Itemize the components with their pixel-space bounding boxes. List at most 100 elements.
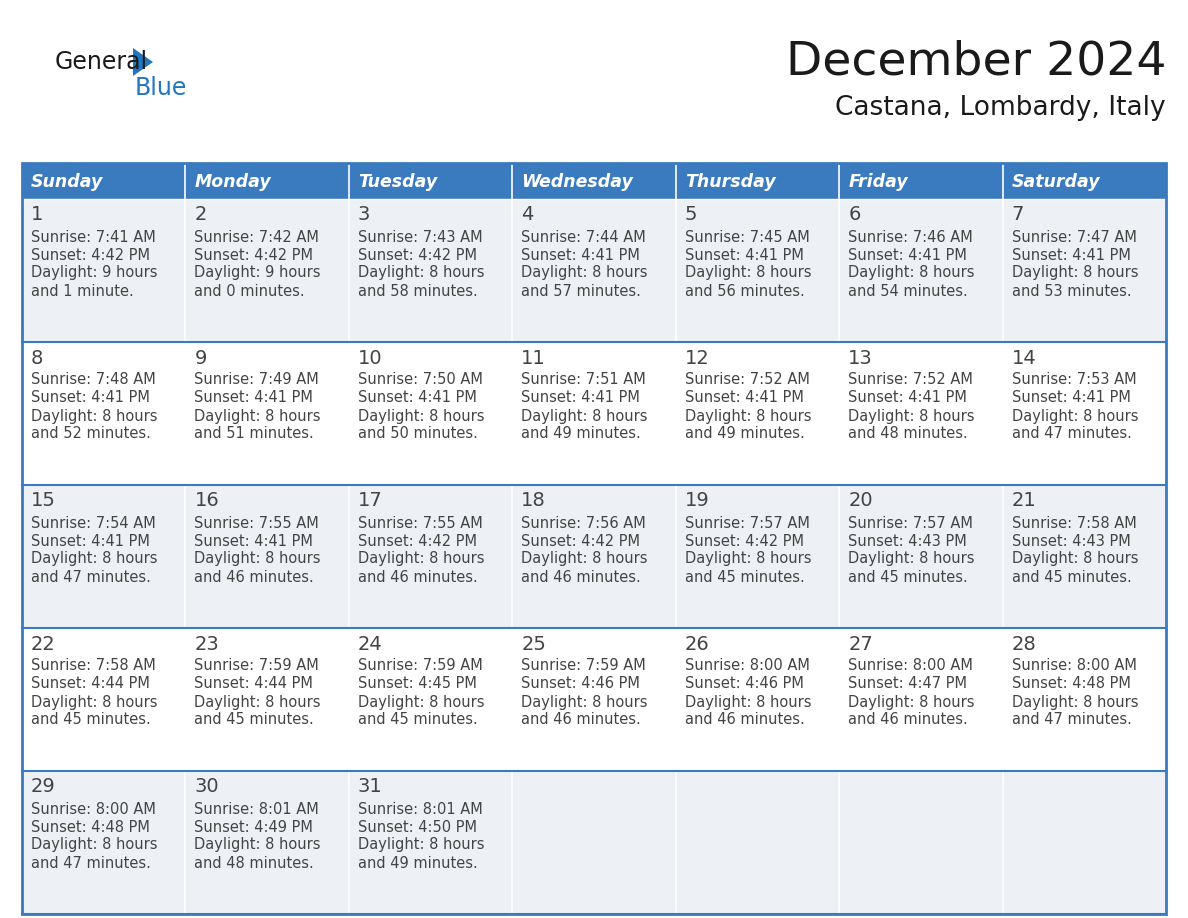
Text: and 45 minutes.: and 45 minutes. bbox=[195, 712, 314, 727]
Text: Sunset: 4:43 PM: Sunset: 4:43 PM bbox=[1011, 533, 1130, 548]
Text: 13: 13 bbox=[848, 349, 873, 367]
Text: Sunrise: 7:59 AM: Sunrise: 7:59 AM bbox=[358, 658, 482, 674]
Text: Daylight: 9 hours: Daylight: 9 hours bbox=[31, 265, 158, 281]
Text: and 45 minutes.: and 45 minutes. bbox=[1011, 569, 1131, 585]
Text: 18: 18 bbox=[522, 491, 546, 510]
Text: Saturday: Saturday bbox=[1011, 173, 1100, 191]
Text: Sunrise: 8:00 AM: Sunrise: 8:00 AM bbox=[684, 658, 809, 674]
Text: Sunset: 4:42 PM: Sunset: 4:42 PM bbox=[358, 248, 476, 263]
Text: Sunset: 4:41 PM: Sunset: 4:41 PM bbox=[848, 248, 967, 263]
Text: and 58 minutes.: and 58 minutes. bbox=[358, 284, 478, 298]
Bar bbox=[349, 163, 512, 199]
Bar bbox=[185, 199, 349, 342]
Bar bbox=[676, 628, 839, 771]
Text: Sunset: 4:42 PM: Sunset: 4:42 PM bbox=[195, 248, 314, 263]
Polygon shape bbox=[133, 48, 153, 76]
Text: Sunset: 4:44 PM: Sunset: 4:44 PM bbox=[195, 677, 314, 691]
Text: Sunset: 4:48 PM: Sunset: 4:48 PM bbox=[1011, 677, 1131, 691]
Bar bbox=[676, 199, 839, 342]
Text: Friday: Friday bbox=[848, 173, 908, 191]
Text: Daylight: 8 hours: Daylight: 8 hours bbox=[848, 695, 974, 710]
Text: Daylight: 8 hours: Daylight: 8 hours bbox=[31, 409, 158, 423]
Text: 14: 14 bbox=[1011, 349, 1036, 367]
Text: 24: 24 bbox=[358, 634, 383, 654]
Text: Daylight: 8 hours: Daylight: 8 hours bbox=[522, 265, 647, 281]
Text: and 53 minutes.: and 53 minutes. bbox=[1011, 284, 1131, 298]
Text: Daylight: 8 hours: Daylight: 8 hours bbox=[195, 695, 321, 710]
Text: and 56 minutes.: and 56 minutes. bbox=[684, 284, 804, 298]
Bar bbox=[185, 163, 349, 199]
Text: Sunrise: 7:44 AM: Sunrise: 7:44 AM bbox=[522, 230, 646, 244]
Bar bbox=[512, 342, 676, 485]
Text: Sunrise: 7:57 AM: Sunrise: 7:57 AM bbox=[684, 516, 809, 531]
Text: Daylight: 8 hours: Daylight: 8 hours bbox=[848, 409, 974, 423]
Text: Sunset: 4:44 PM: Sunset: 4:44 PM bbox=[31, 677, 150, 691]
Text: Sunrise: 7:58 AM: Sunrise: 7:58 AM bbox=[1011, 516, 1136, 531]
Text: Sunrise: 8:00 AM: Sunrise: 8:00 AM bbox=[1011, 658, 1137, 674]
Text: Sunset: 4:41 PM: Sunset: 4:41 PM bbox=[848, 390, 967, 406]
Text: 7: 7 bbox=[1011, 206, 1024, 225]
Bar bbox=[676, 163, 839, 199]
Text: 12: 12 bbox=[684, 349, 709, 367]
Text: Sunset: 4:41 PM: Sunset: 4:41 PM bbox=[522, 248, 640, 263]
Text: Sunrise: 7:58 AM: Sunrise: 7:58 AM bbox=[31, 658, 156, 674]
Text: Sunset: 4:41 PM: Sunset: 4:41 PM bbox=[195, 390, 314, 406]
Text: Sunrise: 7:47 AM: Sunrise: 7:47 AM bbox=[1011, 230, 1137, 244]
Text: Daylight: 8 hours: Daylight: 8 hours bbox=[1011, 265, 1138, 281]
Bar bbox=[23, 163, 185, 199]
Bar bbox=[676, 342, 839, 485]
Text: Daylight: 8 hours: Daylight: 8 hours bbox=[522, 409, 647, 423]
Text: Daylight: 8 hours: Daylight: 8 hours bbox=[522, 552, 647, 566]
Text: Sunrise: 7:49 AM: Sunrise: 7:49 AM bbox=[195, 373, 320, 387]
Text: and 49 minutes.: and 49 minutes. bbox=[522, 427, 642, 442]
Text: and 52 minutes.: and 52 minutes. bbox=[31, 427, 151, 442]
Text: 8: 8 bbox=[31, 349, 44, 367]
Text: Sunrise: 7:43 AM: Sunrise: 7:43 AM bbox=[358, 230, 482, 244]
Text: and 45 minutes.: and 45 minutes. bbox=[358, 712, 478, 727]
Text: 27: 27 bbox=[848, 634, 873, 654]
Text: Sunset: 4:45 PM: Sunset: 4:45 PM bbox=[358, 677, 476, 691]
Text: and 51 minutes.: and 51 minutes. bbox=[195, 427, 314, 442]
Text: 6: 6 bbox=[848, 206, 860, 225]
Text: and 45 minutes.: and 45 minutes. bbox=[848, 569, 968, 585]
Text: 29: 29 bbox=[31, 778, 56, 797]
Text: Sunset: 4:48 PM: Sunset: 4:48 PM bbox=[31, 820, 150, 834]
Bar bbox=[349, 628, 512, 771]
Text: Daylight: 8 hours: Daylight: 8 hours bbox=[1011, 552, 1138, 566]
Text: and 46 minutes.: and 46 minutes. bbox=[195, 569, 314, 585]
Text: Wednesday: Wednesday bbox=[522, 173, 633, 191]
Text: Sunset: 4:43 PM: Sunset: 4:43 PM bbox=[848, 533, 967, 548]
Text: and 50 minutes.: and 50 minutes. bbox=[358, 427, 478, 442]
Bar bbox=[23, 485, 185, 628]
Text: Sunrise: 7:41 AM: Sunrise: 7:41 AM bbox=[31, 230, 156, 244]
Text: Daylight: 8 hours: Daylight: 8 hours bbox=[684, 265, 811, 281]
Text: Sunset: 4:42 PM: Sunset: 4:42 PM bbox=[31, 248, 150, 263]
Text: 9: 9 bbox=[195, 349, 207, 367]
Text: and 47 minutes.: and 47 minutes. bbox=[1011, 712, 1131, 727]
Bar bbox=[839, 199, 1003, 342]
Text: Sunrise: 7:50 AM: Sunrise: 7:50 AM bbox=[358, 373, 482, 387]
Text: Thursday: Thursday bbox=[684, 173, 776, 191]
Text: 2: 2 bbox=[195, 206, 207, 225]
Bar bbox=[512, 163, 676, 199]
Text: 20: 20 bbox=[848, 491, 873, 510]
Text: 16: 16 bbox=[195, 491, 219, 510]
Text: Daylight: 8 hours: Daylight: 8 hours bbox=[195, 409, 321, 423]
Text: and 46 minutes.: and 46 minutes. bbox=[848, 712, 968, 727]
Text: and 57 minutes.: and 57 minutes. bbox=[522, 284, 642, 298]
Text: and 46 minutes.: and 46 minutes. bbox=[684, 712, 804, 727]
Bar bbox=[185, 628, 349, 771]
Text: Sunrise: 7:46 AM: Sunrise: 7:46 AM bbox=[848, 230, 973, 244]
Text: Sunset: 4:42 PM: Sunset: 4:42 PM bbox=[684, 533, 804, 548]
Text: and 45 minutes.: and 45 minutes. bbox=[684, 569, 804, 585]
Bar bbox=[1003, 485, 1165, 628]
Bar bbox=[1003, 771, 1165, 914]
Text: Daylight: 8 hours: Daylight: 8 hours bbox=[1011, 695, 1138, 710]
Text: Daylight: 9 hours: Daylight: 9 hours bbox=[195, 265, 321, 281]
Text: Daylight: 8 hours: Daylight: 8 hours bbox=[1011, 409, 1138, 423]
Bar bbox=[185, 771, 349, 914]
Text: Sunset: 4:50 PM: Sunset: 4:50 PM bbox=[358, 820, 476, 834]
Bar bbox=[23, 199, 185, 342]
Text: Sunrise: 7:42 AM: Sunrise: 7:42 AM bbox=[195, 230, 320, 244]
Text: Sunday: Sunday bbox=[31, 173, 103, 191]
